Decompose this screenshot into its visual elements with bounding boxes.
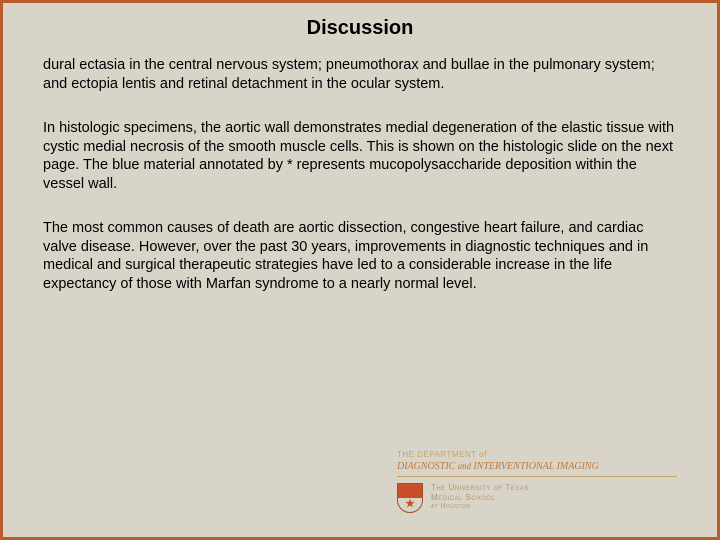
- dept-name-and: and: [455, 461, 473, 471]
- dept-prefix: THE DEPARTMENT of: [397, 450, 677, 459]
- dept-name-part1: DIAGNOSTIC: [397, 461, 455, 472]
- department-logo: THE DEPARTMENT of DIAGNOSTIC and INTERVE…: [397, 450, 677, 513]
- dept-name-part2: INTERVENTIONAL IMAGING: [473, 461, 598, 472]
- university-text: The University of Texas Medical School a…: [431, 483, 529, 510]
- slide-content: dural ectasia in the central nervous sys…: [3, 50, 717, 293]
- slide-container: Discussion dural ectasia in the central …: [0, 0, 720, 540]
- slide-title: Discussion: [3, 3, 717, 50]
- dept-name: DIAGNOSTIC and INTERVENTIONAL IMAGING: [397, 461, 677, 477]
- uni-line1: The University of Texas: [431, 483, 529, 492]
- shield-icon: [397, 483, 423, 513]
- paragraph: The most common causes of death are aort…: [43, 219, 677, 293]
- uni-line2: Medical School: [431, 493, 529, 502]
- paragraph: dural ectasia in the central nervous sys…: [43, 56, 677, 93]
- uni-line3: at Houston: [431, 503, 529, 510]
- university-row: The University of Texas Medical School a…: [397, 483, 677, 513]
- paragraph: In histologic specimens, the aortic wall…: [43, 119, 677, 193]
